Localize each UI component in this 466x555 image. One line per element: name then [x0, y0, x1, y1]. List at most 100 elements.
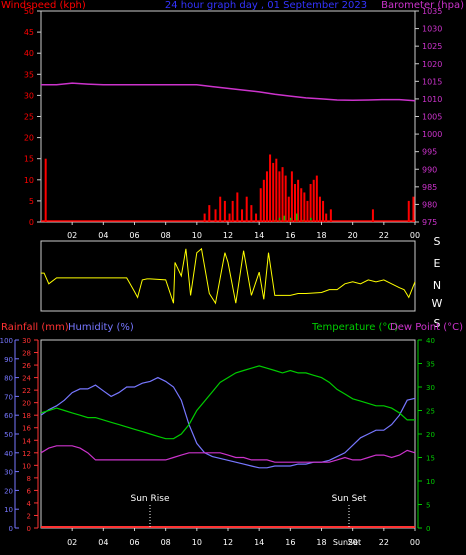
wind-series — [41, 82, 416, 222]
weather-x-tick-label: 08 — [161, 538, 171, 547]
barometer-line — [41, 82, 416, 102]
windspeed-bar — [265, 171, 268, 222]
temperature-tick-label: 10 — [426, 478, 435, 486]
rainfall-tick-label: 14 — [22, 437, 31, 445]
barometer-tick-label: 1020 — [422, 60, 442, 69]
barometer-tick-label: 995 — [422, 148, 437, 157]
barometer-tick-label: 990 — [422, 165, 437, 174]
windspeed-bar — [272, 162, 275, 222]
weather-x-tick-label: 06 — [129, 538, 139, 547]
wind-x-tick-label: 16 — [285, 231, 295, 240]
graph-title: 24 hour graph day , 01 September 2023 — [165, 0, 367, 11]
wind-direction-line — [41, 247, 416, 305]
wind-x-tick-label: 10 — [192, 231, 202, 240]
humidity-tick-label: 90 — [4, 356, 13, 364]
rainfall-tick-label: 22 — [22, 387, 31, 395]
wind-gust-bar — [283, 215, 286, 222]
windspeed-bar — [269, 154, 272, 222]
barometer-tick-label: 1015 — [422, 77, 442, 86]
rainfall-tick-label: 26 — [22, 362, 31, 370]
humidity-tick-label: 80 — [4, 375, 13, 383]
windspeed-bar — [250, 205, 253, 222]
barometer-tick-label: 1000 — [422, 130, 442, 139]
windspeed-bar — [281, 167, 284, 222]
weather-x-tick-label: 12 — [223, 538, 233, 547]
dewpoint-line — [40, 445, 416, 463]
windspeed-bar — [300, 188, 303, 222]
windspeed-bar — [203, 213, 206, 222]
wind-x-tick-label: 04 — [98, 231, 108, 240]
windspeed-bar — [287, 196, 290, 222]
windspeed-title: Windspeed (kph) — [1, 0, 86, 11]
windspeed-bar — [294, 184, 297, 222]
temperature-line — [40, 365, 415, 440]
windspeed-bar — [259, 188, 262, 222]
humidity-tick-label: 30 — [4, 469, 13, 477]
humidity-label: Humidity (%) — [68, 322, 134, 333]
weather-x-tick-label: 04 — [98, 538, 108, 547]
temperature-tick-label: 5 — [426, 502, 430, 510]
weather-x-tick-label: 10 — [192, 538, 202, 547]
windspeed-tick-label: 50 — [24, 7, 34, 16]
windspeed-bar — [315, 175, 318, 222]
windspeed-bar — [255, 213, 258, 222]
rainfall-tick-label: 12 — [22, 450, 31, 458]
rainfall-tick-label: 20 — [22, 400, 31, 408]
humidity-tick-label: 70 — [4, 393, 13, 401]
rainfall-tick-label: 4 — [27, 500, 32, 508]
wind-panel-frame — [40, 10, 416, 223]
windspeed-tick-label: 25 — [24, 113, 34, 122]
direction-label: S — [434, 317, 441, 330]
windspeed-tick-label: 40 — [24, 49, 34, 58]
sunset-label: Sun Set — [332, 494, 367, 504]
windspeed-bar — [275, 158, 278, 222]
windspeed-tick-label: 35 — [24, 70, 34, 79]
weather-series — [40, 365, 416, 528]
barometer-axis: 975 980 985 990 995 1000 1005 1010 1015 1020 1025 1… — [415, 7, 442, 227]
humidity-tick-label: 100 — [0, 337, 13, 345]
wind-gust-bar — [289, 217, 292, 222]
rainfall-tick-label: 18 — [22, 412, 31, 420]
windspeed-bar — [245, 196, 248, 222]
humidity-tick-label: 0 — [9, 525, 13, 533]
windspeed-bar — [318, 196, 321, 222]
wind-x-tick-label: 14 — [254, 231, 264, 240]
wind-x-tick-label: 00 — [410, 231, 420, 240]
windspeed-bar — [412, 196, 415, 222]
windspeed-bar — [303, 192, 306, 222]
windspeed-bar — [371, 209, 374, 222]
barometer-tick-label: 980 — [422, 200, 437, 209]
weather-x-tick-label: 16 — [285, 538, 295, 547]
windspeed-axis: 0 5 10 15 20 25 30 35 40 45 50 — [24, 7, 41, 227]
humidity-line — [40, 376, 416, 469]
weather-x-tick-label: 18 — [316, 538, 326, 547]
direction-series — [41, 247, 416, 305]
windspeed-bar — [228, 213, 231, 222]
windspeed-tick-label: 10 — [24, 176, 34, 185]
windspeed-tick-label: 20 — [24, 134, 34, 143]
windspeed-bar — [241, 209, 244, 222]
windspeed-bar — [309, 184, 312, 222]
weather-x-axis: 02 04 06 08 10 12 14 16 18 20 22 00 SunSet — [67, 528, 420, 547]
wind-x-tick-label: 02 — [67, 231, 77, 240]
rainfall-tick-label: 30 — [22, 337, 31, 345]
sunrise-label: Sun Rise — [131, 494, 170, 504]
windspeed-bar — [407, 200, 410, 222]
barometer-tick-label: 1035 — [422, 7, 442, 16]
windspeed-bar — [223, 200, 226, 222]
windspeed-bar — [219, 196, 222, 222]
windspeed-bar — [325, 213, 328, 222]
wind-x-tick-label: 06 — [129, 231, 139, 240]
temperature-tick-label: 0 — [426, 525, 430, 533]
weather-axes: 0102030405060708090100024681012141618202… — [0, 337, 435, 533]
temperature-label: Temperature (°C) — [311, 322, 398, 333]
windspeed-bar — [236, 192, 239, 222]
windspeed-bar — [278, 171, 281, 222]
direction-label: N — [433, 279, 441, 292]
windspeed-tick-label: 0 — [29, 218, 34, 227]
weather-x-tick-label: 02 — [67, 538, 77, 547]
wind-x-tick-label: 12 — [223, 231, 233, 240]
direction-label: S — [434, 235, 441, 248]
weather-x-tick-label: 14 — [254, 538, 264, 547]
